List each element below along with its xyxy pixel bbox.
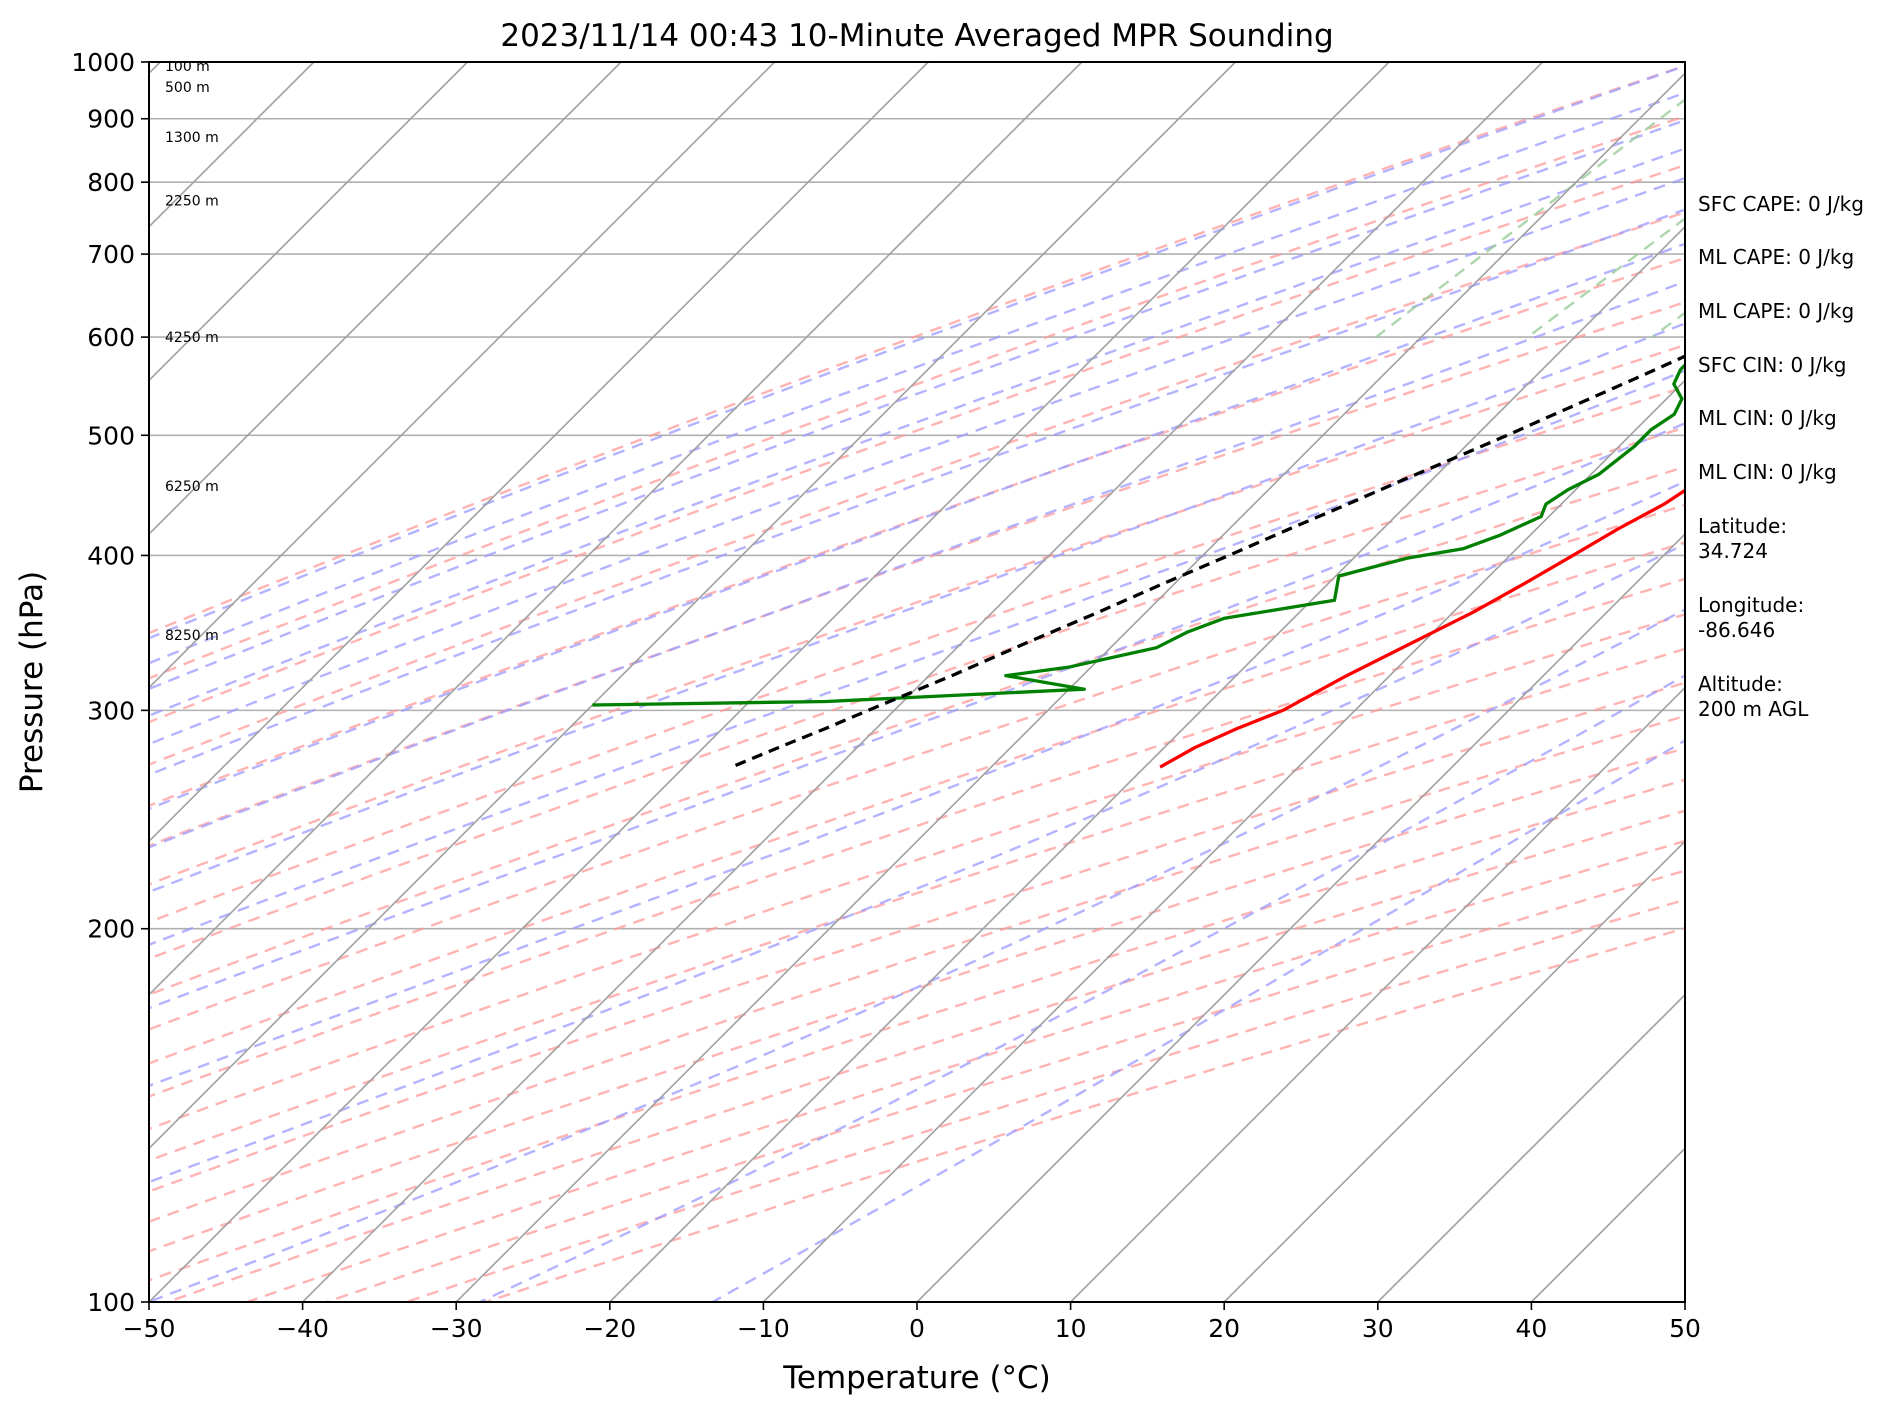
y-tick-label: 800 <box>87 168 135 197</box>
info-text-line: 34.724 <box>1698 539 1768 563</box>
info-text-line: ML CIN: 0 J/kg <box>1698 406 1837 430</box>
height-label: 500 m <box>165 80 210 96</box>
info-text-line: ML CIN: 0 J/kg <box>1698 460 1837 484</box>
x-tick-label: −10 <box>737 1314 790 1343</box>
x-tick-label: 40 <box>1515 1314 1547 1343</box>
x-tick-label: −50 <box>123 1314 176 1343</box>
info-text-line: Longitude: <box>1698 593 1804 617</box>
y-axis-label: Pressure (hPa) <box>14 571 50 793</box>
x-tick-label: 10 <box>1055 1314 1087 1343</box>
info-text-line: ML CAPE: 0 J/kg <box>1698 299 1854 323</box>
x-tick-label: −30 <box>430 1314 483 1343</box>
y-tick-label: 900 <box>87 105 135 134</box>
height-label: 2250 m <box>165 194 219 210</box>
x-tick-label: −20 <box>583 1314 636 1343</box>
info-text-line: -86.646 <box>1698 618 1775 642</box>
x-axis-label: Temperature (°C) <box>782 1360 1051 1396</box>
info-text-line: SFC CIN: 0 J/kg <box>1698 353 1846 377</box>
info-text-line: ML CAPE: 0 J/kg <box>1698 245 1854 269</box>
y-tick-label: 200 <box>87 915 135 944</box>
y-tick-label: 400 <box>87 541 135 570</box>
x-tick-label: 20 <box>1208 1314 1240 1343</box>
y-tick-label: 300 <box>87 696 135 725</box>
y-tick-label: 100 <box>87 1288 135 1317</box>
x-tick-label: 50 <box>1669 1314 1701 1343</box>
height-label: 6250 m <box>165 479 219 495</box>
info-text-line: Latitude: <box>1698 514 1787 538</box>
height-label: 8250 m <box>165 628 219 644</box>
chart-title: 2023/11/14 00:43 10-Minute Averaged MPR … <box>500 18 1333 54</box>
info-text-line: Altitude: <box>1698 672 1783 696</box>
info-text-line: SFC CAPE: 0 J/kg <box>1698 192 1864 216</box>
y-tick-label: 600 <box>87 323 135 352</box>
x-tick-label: 30 <box>1362 1314 1394 1343</box>
info-text-line: 200 m AGL <box>1698 697 1809 721</box>
y-tick-label: 700 <box>87 240 135 269</box>
height-label: 4250 m <box>165 330 219 346</box>
y-tick-label: 1000 <box>71 48 135 77</box>
x-tick-label: 0 <box>909 1314 925 1343</box>
y-tick-label: 500 <box>87 421 135 450</box>
height-label: 1300 m <box>165 130 219 146</box>
x-tick-label: −40 <box>276 1314 329 1343</box>
